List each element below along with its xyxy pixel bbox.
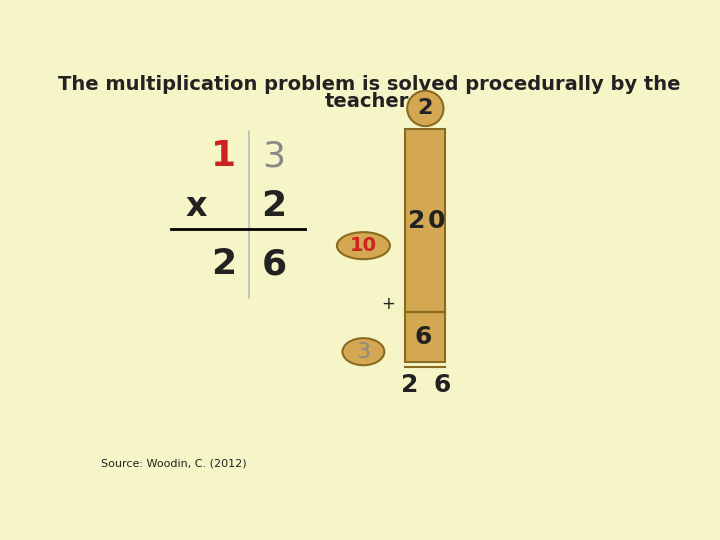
Text: 1: 1 bbox=[212, 139, 236, 173]
Text: 6: 6 bbox=[434, 373, 451, 397]
Text: 2: 2 bbox=[408, 209, 426, 233]
Text: 2: 2 bbox=[418, 98, 433, 118]
Text: 3: 3 bbox=[263, 139, 286, 173]
Text: 0: 0 bbox=[428, 209, 445, 233]
Text: 10: 10 bbox=[350, 236, 377, 255]
Text: Source: Woodin, C. (2012): Source: Woodin, C. (2012) bbox=[101, 459, 247, 469]
Text: 2: 2 bbox=[401, 373, 418, 397]
Text: 3: 3 bbox=[356, 342, 371, 362]
FancyBboxPatch shape bbox=[405, 129, 446, 312]
Ellipse shape bbox=[343, 338, 384, 365]
Text: 6: 6 bbox=[261, 247, 287, 281]
Text: 2: 2 bbox=[261, 189, 287, 223]
Text: x: x bbox=[185, 190, 207, 222]
Text: The multiplication problem is solved procedurally by the: The multiplication problem is solved pro… bbox=[58, 75, 680, 94]
Text: 6: 6 bbox=[415, 325, 432, 349]
Ellipse shape bbox=[337, 232, 390, 259]
FancyBboxPatch shape bbox=[405, 312, 446, 362]
Ellipse shape bbox=[408, 91, 444, 126]
Text: teacher.: teacher. bbox=[325, 92, 413, 111]
Text: +: + bbox=[382, 295, 395, 313]
Text: 2: 2 bbox=[212, 247, 236, 281]
